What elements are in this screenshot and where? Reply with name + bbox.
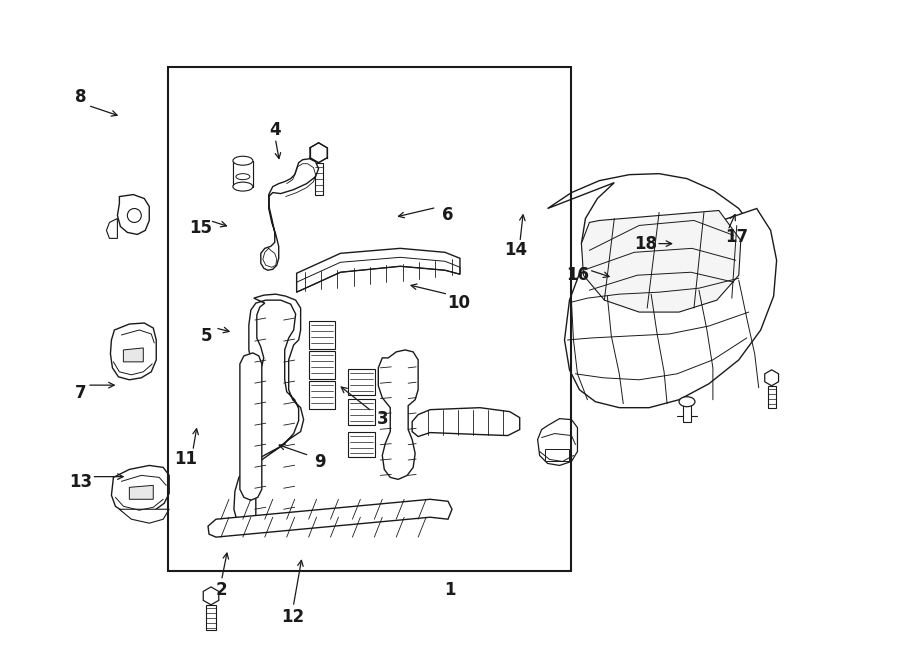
Text: 12: 12: [282, 608, 305, 626]
Text: 6: 6: [443, 206, 454, 224]
Polygon shape: [111, 323, 157, 380]
Polygon shape: [683, 402, 691, 422]
Ellipse shape: [233, 156, 253, 165]
Polygon shape: [547, 174, 760, 332]
Text: 2: 2: [216, 582, 228, 600]
Text: 13: 13: [69, 473, 93, 491]
Polygon shape: [233, 161, 253, 186]
Polygon shape: [203, 587, 219, 605]
Text: 17: 17: [725, 228, 749, 246]
Polygon shape: [297, 249, 460, 292]
Polygon shape: [544, 449, 570, 461]
Circle shape: [128, 208, 141, 223]
FancyBboxPatch shape: [233, 161, 253, 186]
Text: 16: 16: [567, 266, 590, 284]
Text: 4: 4: [269, 121, 281, 139]
Text: 8: 8: [75, 88, 86, 106]
Polygon shape: [348, 432, 375, 457]
Polygon shape: [768, 386, 776, 408]
Text: 1: 1: [445, 582, 455, 600]
Ellipse shape: [679, 397, 695, 407]
Text: 18: 18: [634, 235, 657, 253]
Polygon shape: [208, 499, 452, 537]
Polygon shape: [348, 399, 375, 424]
Bar: [167, 67, 571, 570]
Text: 14: 14: [504, 241, 527, 259]
Polygon shape: [130, 485, 153, 499]
Polygon shape: [117, 194, 149, 235]
Text: 7: 7: [75, 384, 86, 402]
Polygon shape: [261, 159, 319, 270]
Text: 5: 5: [201, 327, 212, 345]
Polygon shape: [309, 381, 336, 408]
Polygon shape: [310, 143, 328, 163]
Polygon shape: [537, 418, 578, 465]
Polygon shape: [240, 353, 262, 500]
Ellipse shape: [233, 182, 253, 191]
Polygon shape: [412, 408, 519, 436]
Text: 9: 9: [314, 453, 326, 471]
Polygon shape: [378, 350, 419, 479]
Text: 10: 10: [447, 294, 471, 312]
Polygon shape: [309, 321, 336, 349]
Polygon shape: [581, 210, 741, 312]
Polygon shape: [112, 465, 169, 515]
Text: 11: 11: [174, 450, 197, 468]
Polygon shape: [315, 163, 322, 194]
Polygon shape: [564, 208, 777, 408]
Polygon shape: [120, 509, 169, 524]
Text: 3: 3: [377, 410, 389, 428]
Polygon shape: [123, 348, 143, 362]
Polygon shape: [234, 294, 303, 529]
Text: 15: 15: [189, 219, 212, 237]
Polygon shape: [309, 351, 336, 379]
Polygon shape: [106, 219, 117, 239]
Polygon shape: [206, 605, 216, 630]
Polygon shape: [765, 370, 778, 386]
Polygon shape: [348, 369, 375, 395]
